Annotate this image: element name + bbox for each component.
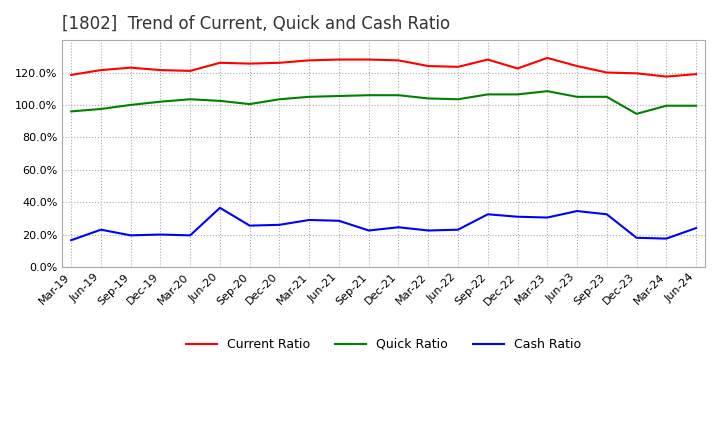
Cash Ratio — [156, 232, 165, 237]
Cash Ratio — [96, 227, 105, 232]
Current Ratio — [513, 66, 522, 71]
Current Ratio — [632, 71, 641, 76]
Cash Ratio — [543, 215, 552, 220]
Quick Ratio — [156, 99, 165, 104]
Current Ratio — [305, 58, 313, 63]
Quick Ratio — [96, 106, 105, 112]
Current Ratio — [483, 57, 492, 62]
Quick Ratio — [394, 92, 402, 98]
Current Ratio — [572, 63, 581, 69]
Line: Quick Ratio: Quick Ratio — [71, 91, 696, 114]
Quick Ratio — [126, 102, 135, 107]
Quick Ratio — [275, 97, 284, 102]
Legend: Current Ratio, Quick Ratio, Cash Ratio: Current Ratio, Quick Ratio, Cash Ratio — [181, 333, 587, 356]
Quick Ratio — [67, 109, 76, 114]
Quick Ratio — [662, 103, 670, 108]
Quick Ratio — [364, 92, 373, 98]
Cash Ratio — [603, 212, 611, 217]
Current Ratio — [96, 67, 105, 73]
Cash Ratio — [275, 222, 284, 227]
Cash Ratio — [424, 228, 433, 233]
Cash Ratio — [632, 235, 641, 240]
Cash Ratio — [454, 227, 462, 232]
Current Ratio — [364, 57, 373, 62]
Current Ratio — [275, 60, 284, 66]
Current Ratio — [335, 57, 343, 62]
Cash Ratio — [305, 217, 313, 223]
Cash Ratio — [572, 209, 581, 214]
Quick Ratio — [632, 111, 641, 117]
Current Ratio — [186, 68, 194, 73]
Current Ratio — [67, 72, 76, 77]
Quick Ratio — [572, 94, 581, 99]
Cash Ratio — [364, 228, 373, 233]
Current Ratio — [246, 61, 254, 66]
Quick Ratio — [513, 92, 522, 97]
Cash Ratio — [215, 205, 224, 210]
Current Ratio — [603, 70, 611, 75]
Text: [1802]  Trend of Current, Quick and Cash Ratio: [1802] Trend of Current, Quick and Cash … — [62, 15, 451, 33]
Current Ratio — [126, 65, 135, 70]
Quick Ratio — [186, 97, 194, 102]
Quick Ratio — [246, 102, 254, 107]
Quick Ratio — [692, 103, 701, 108]
Current Ratio — [662, 74, 670, 79]
Cash Ratio — [186, 233, 194, 238]
Cash Ratio — [394, 224, 402, 230]
Current Ratio — [215, 60, 224, 66]
Cash Ratio — [126, 233, 135, 238]
Cash Ratio — [67, 238, 76, 243]
Current Ratio — [543, 55, 552, 61]
Quick Ratio — [424, 96, 433, 101]
Cash Ratio — [513, 214, 522, 220]
Current Ratio — [454, 64, 462, 70]
Cash Ratio — [662, 236, 670, 241]
Quick Ratio — [335, 93, 343, 99]
Line: Cash Ratio: Cash Ratio — [71, 208, 696, 240]
Current Ratio — [424, 63, 433, 69]
Current Ratio — [692, 71, 701, 77]
Line: Current Ratio: Current Ratio — [71, 58, 696, 77]
Quick Ratio — [603, 94, 611, 99]
Cash Ratio — [335, 218, 343, 224]
Cash Ratio — [692, 225, 701, 231]
Current Ratio — [156, 67, 165, 73]
Quick Ratio — [215, 98, 224, 103]
Quick Ratio — [454, 97, 462, 102]
Current Ratio — [394, 58, 402, 63]
Cash Ratio — [483, 212, 492, 217]
Quick Ratio — [305, 94, 313, 99]
Cash Ratio — [246, 223, 254, 228]
Quick Ratio — [483, 92, 492, 97]
Quick Ratio — [543, 88, 552, 94]
